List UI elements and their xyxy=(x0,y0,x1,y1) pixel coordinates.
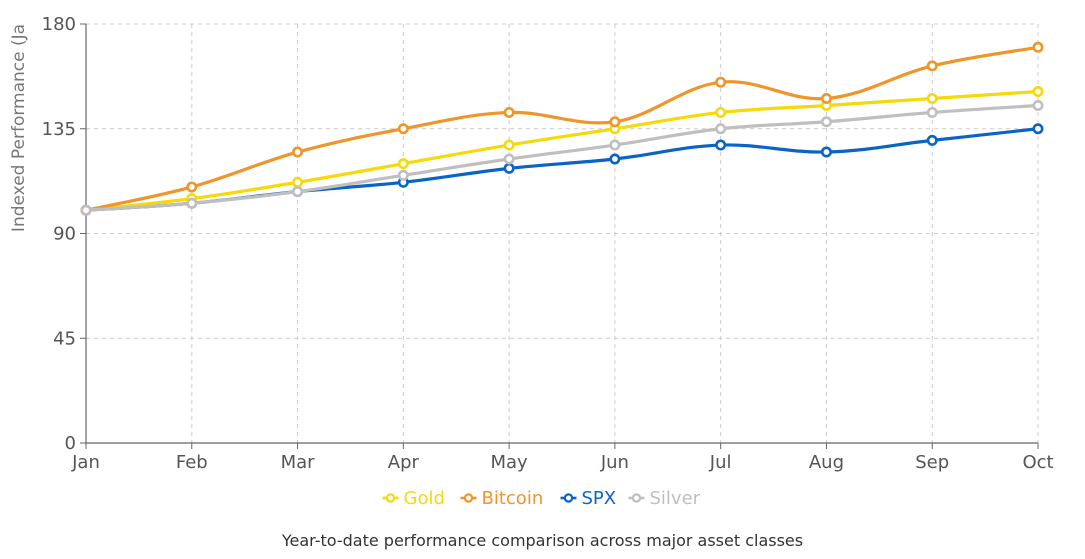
point-gold xyxy=(926,92,938,104)
legend-item-bitcoin[interactable]: Bitcoin xyxy=(460,488,544,509)
x-tick-label: Jan xyxy=(71,452,100,473)
point-silver xyxy=(80,204,92,216)
point-spx xyxy=(820,146,832,158)
x-tick-label: May xyxy=(491,452,529,473)
point-silver xyxy=(397,169,409,181)
x-tick-label: Feb xyxy=(176,452,208,473)
x-tick-label: Sep xyxy=(915,452,949,473)
point-silver xyxy=(186,197,198,209)
point-spx xyxy=(926,134,938,146)
legend[interactable]: Gold Bitcoin SPX Silver xyxy=(382,488,701,509)
point-bitcoin xyxy=(820,92,832,104)
y-tick-label: 135 xyxy=(42,119,76,140)
x-tick-label: Mar xyxy=(281,452,316,473)
line-chart: 0 45 90 135 180 Jan Feb Mar Apr May Jun Jul Aug Sep Oc… xyxy=(9,14,1054,509)
y-tick-label: 45 xyxy=(53,328,76,349)
x-tick-label: Jul xyxy=(709,452,732,473)
legend-label-silver: Silver xyxy=(650,488,701,509)
point-bitcoin xyxy=(397,123,409,135)
point-spx xyxy=(609,153,621,165)
x-tick-label: Apr xyxy=(388,452,420,473)
point-bitcoin xyxy=(609,116,621,128)
line-gold xyxy=(85,89,1039,212)
point-silver xyxy=(926,106,938,118)
legend-item-gold[interactable]: Gold xyxy=(382,488,445,509)
y-axis-title: Indexed Performance (Ja xyxy=(9,24,29,232)
line-silver xyxy=(85,103,1039,212)
point-silver xyxy=(609,139,621,151)
point-spx xyxy=(1032,123,1044,135)
y-tick-label: 180 xyxy=(42,14,76,35)
point-gold xyxy=(715,106,727,118)
legend-label-spx: SPX xyxy=(582,488,617,509)
point-bitcoin xyxy=(186,181,198,193)
legend-item-spx[interactable]: SPX xyxy=(560,488,617,509)
point-silver xyxy=(503,153,515,165)
x-tick-label: Jun xyxy=(600,452,629,473)
point-silver xyxy=(715,123,727,135)
line-bitcoin xyxy=(85,45,1039,212)
point-bitcoin xyxy=(715,76,727,88)
point-silver xyxy=(820,116,832,128)
axes xyxy=(80,23,1039,449)
legend-label-gold: Gold xyxy=(404,488,445,509)
x-tick-label: Aug xyxy=(809,452,844,473)
series-silver xyxy=(80,99,1044,216)
point-gold xyxy=(503,139,515,151)
point-bitcoin xyxy=(503,106,515,118)
legend-swatch-marker xyxy=(385,493,396,503)
y-tick-label: 0 xyxy=(65,433,76,454)
legend-swatch-marker xyxy=(563,493,574,503)
point-bitcoin xyxy=(292,146,304,158)
grid xyxy=(86,23,1039,443)
point-gold xyxy=(1032,86,1044,98)
point-spx xyxy=(503,162,515,174)
legend-swatch-marker xyxy=(463,493,474,503)
tick-labels: 0 45 90 135 180 Jan Feb Mar Apr May Jun Jul Aug Sep Oc… xyxy=(42,14,1054,473)
point-gold xyxy=(397,158,409,170)
x-tick-label: Oct xyxy=(1022,452,1053,473)
y-tick-label: 90 xyxy=(53,224,76,245)
series-lines xyxy=(80,41,1044,216)
point-bitcoin xyxy=(1032,41,1044,53)
chart-caption: Year-to-date performance comparison acro… xyxy=(281,531,804,550)
legend-item-silver[interactable]: Silver xyxy=(628,488,701,509)
point-gold xyxy=(292,176,304,188)
line-spx xyxy=(85,127,1039,212)
point-bitcoin xyxy=(926,60,938,72)
legend-swatch-marker xyxy=(631,493,642,503)
point-silver xyxy=(292,186,304,198)
point-silver xyxy=(1032,99,1044,111)
point-spx xyxy=(715,139,727,151)
legend-label-bitcoin: Bitcoin xyxy=(482,488,544,509)
